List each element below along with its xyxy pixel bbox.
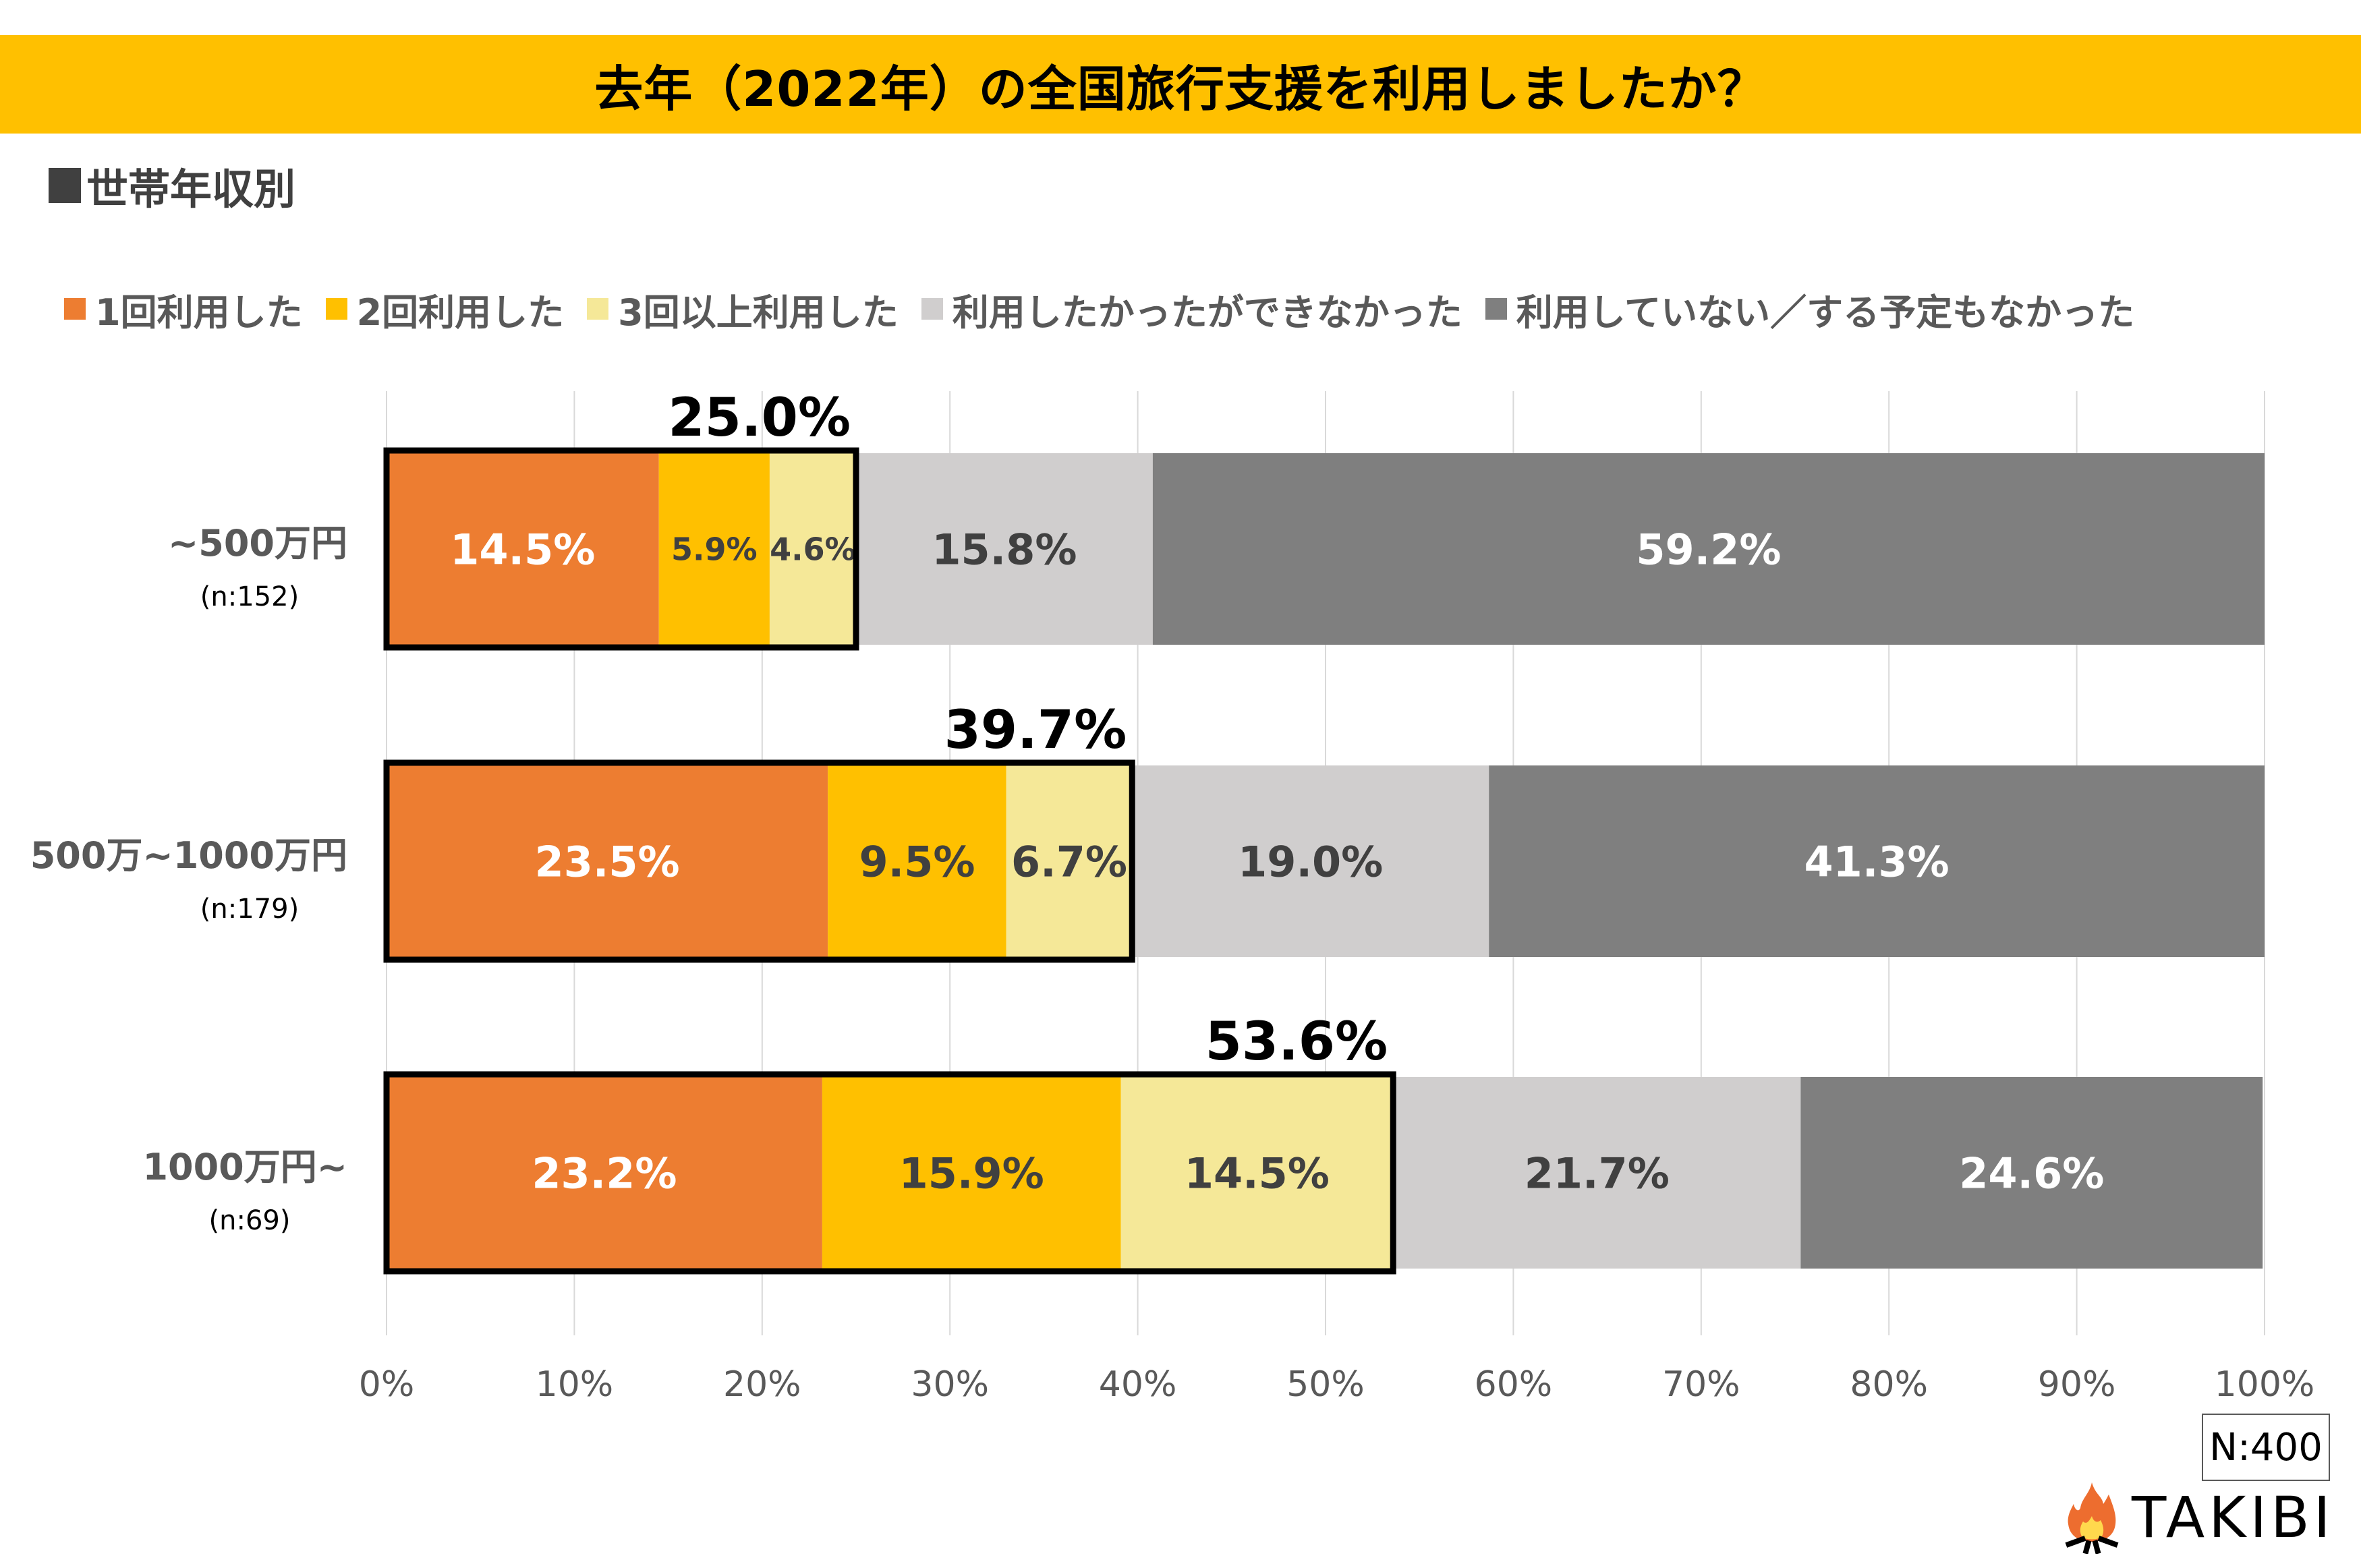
legend-swatch <box>64 298 86 320</box>
y-category-label: 1000万円~ <box>142 1146 347 1188</box>
legend-item: 利用したかったができなかった <box>921 283 1462 336</box>
legend-swatch <box>325 298 347 320</box>
sample-size-text: N:400 <box>2209 1425 2323 1470</box>
x-tick-label: 50% <box>1286 1364 1365 1405</box>
x-tick-label: 70% <box>1662 1364 1740 1405</box>
legend-label: 利用していない／する予定もなかった <box>1516 291 2135 334</box>
x-tick-label: 90% <box>2038 1364 2116 1405</box>
bar-segment <box>1489 765 2265 957</box>
x-tick-label: 100% <box>2215 1364 2315 1405</box>
y-category-label: ~500万円 <box>168 522 347 564</box>
data-label: 23.2% <box>532 1149 677 1198</box>
data-label: 14.5% <box>1185 1149 1330 1198</box>
data-label: 19.0% <box>1238 837 1383 886</box>
brand-name: TAKIBI <box>2132 1484 2335 1550</box>
data-label: 6.7% <box>1011 837 1127 886</box>
data-label: 59.2% <box>1636 525 1781 574</box>
highlight-total-label: 53.6% <box>1205 1012 1388 1072</box>
chart-title: 去年（2022年）の全国旅行支援を利用しましたか？ <box>594 60 1767 117</box>
highlight-box <box>383 447 859 651</box>
bar-segment <box>387 765 828 957</box>
campfire-icon <box>2065 1482 2119 1554</box>
legend-swatch <box>1485 298 1507 320</box>
subtitle-text: 世帯年収別 <box>86 165 296 214</box>
legend: 1回利用した 2回利用した 3回以上利用した 利用したかったができなかった 利用… <box>64 282 2134 336</box>
legend-label: 利用したかったができなかった <box>952 291 1462 334</box>
bar-segment <box>822 1077 1121 1269</box>
bar-segment <box>1006 765 1133 957</box>
data-label: 15.8% <box>932 525 1077 574</box>
data-label: 41.3% <box>1804 837 1950 886</box>
data-label: 4.6% <box>770 531 856 568</box>
x-tick-label: 20% <box>723 1364 801 1405</box>
x-tick-label: 0% <box>359 1364 415 1405</box>
y-category-n-label: (n:179) <box>200 894 299 925</box>
data-label: 24.6% <box>1959 1149 2104 1198</box>
legend-item: 1回利用した <box>64 283 303 336</box>
bar-segment <box>658 453 770 645</box>
legend-label: 3回以上利用した <box>618 291 899 334</box>
data-label: 21.7% <box>1525 1149 1670 1198</box>
brand-logo: TAKIBI <box>2064 1480 2335 1555</box>
data-label: 23.5% <box>535 837 680 886</box>
data-label: 5.9% <box>671 531 758 568</box>
x-tick-label: 60% <box>1475 1364 1553 1405</box>
y-category-label: 500万~1000万円 <box>30 834 347 877</box>
legend-item: 2回利用した <box>325 283 565 336</box>
bar-segment <box>1393 1077 1801 1269</box>
bar-segment <box>387 453 659 645</box>
y-category-n-label: (n:69) <box>209 1205 291 1236</box>
legend-label: 1回利用した <box>95 291 303 334</box>
legend-swatch <box>587 298 609 320</box>
legend-swatch <box>921 298 943 320</box>
square-bullet-icon <box>49 168 81 203</box>
x-tick-label: 10% <box>536 1364 614 1405</box>
y-category-n-label: (n:152) <box>200 581 299 612</box>
sample-size-box: N:400 <box>2202 1414 2330 1481</box>
bar-segment <box>828 765 1006 957</box>
chart-subtitle: 世帯年収別 <box>49 155 295 216</box>
legend-label: 2回利用した <box>356 291 565 334</box>
data-label: 15.9% <box>899 1149 1044 1198</box>
data-label: 14.5% <box>450 525 595 574</box>
bar-segment <box>769 453 856 645</box>
highlight-box <box>383 759 1135 963</box>
legend-item: 利用していない／する予定もなかった <box>1485 283 2134 336</box>
x-tick-label: 80% <box>1850 1364 1928 1405</box>
bar-segment <box>1132 765 1489 957</box>
legend-item: 3回以上利用した <box>587 283 899 336</box>
data-label: 9.5% <box>859 837 975 886</box>
highlight-total-label: 39.7% <box>944 700 1127 761</box>
highlight-total-label: 25.0% <box>668 388 851 448</box>
bar-segment <box>1152 453 2265 645</box>
x-tick-label: 40% <box>1099 1364 1177 1405</box>
highlight-box <box>383 1071 1396 1275</box>
title-band: 去年（2022年）の全国旅行支援を利用しましたか？ <box>0 35 2361 134</box>
bar-segment <box>1120 1077 1394 1269</box>
bar-segment <box>1800 1077 2263 1269</box>
x-tick-label: 30% <box>911 1364 989 1405</box>
bar-segment <box>856 453 1153 645</box>
bar-segment <box>387 1077 822 1269</box>
